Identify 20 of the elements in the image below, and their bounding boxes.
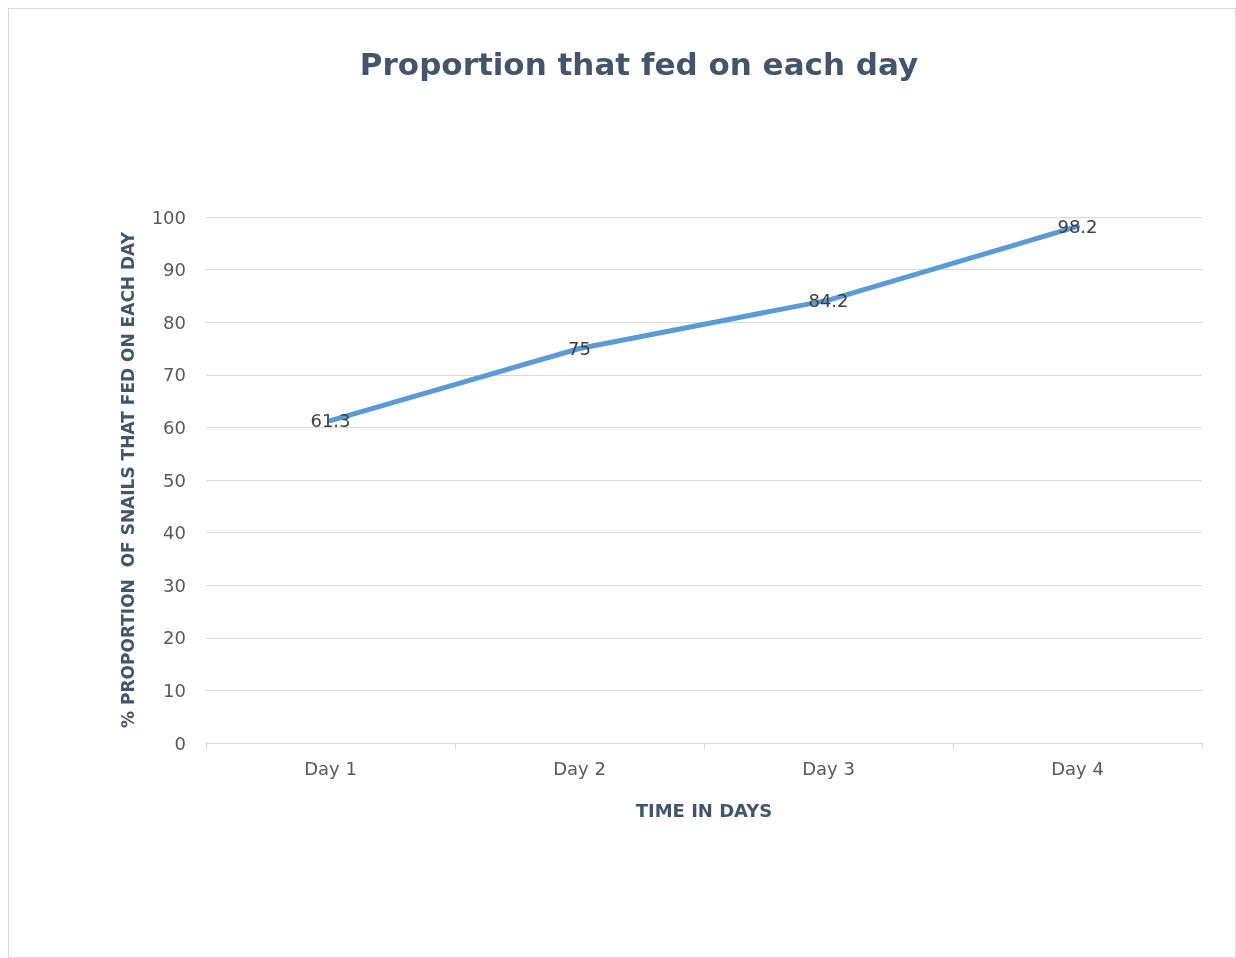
data-label: 98.2 [1057,215,1098,237]
y-tick-label: 0 [174,732,186,754]
y-tick-label: 10 [163,679,186,701]
y-tick-label: 70 [163,364,186,386]
y-tick-label: 20 [163,627,186,649]
x-tick-label: Day 4 [1051,757,1104,779]
x-tick-label: Day 1 [304,757,357,779]
data-label: 61.3 [310,410,351,432]
x-axis-title: TIME IN DAYS [635,799,773,821]
x-tick-label: Day 3 [802,757,855,779]
x-tick-label: Day 2 [553,757,606,779]
chart-title: Proportion that fed on each day [359,45,919,82]
y-tick-label: 50 [163,469,186,491]
y-tick-label: 60 [163,416,186,438]
y-tick-label: 90 [163,259,186,281]
y-tick-label: 40 [163,522,186,544]
y-tick-label: 80 [163,311,186,333]
y-tick-label: 100 [151,206,186,228]
y-axis-title: % PROPORTION OF SNAILS THAT FED ON EACH DAY [117,231,138,728]
y-tick-label: 30 [163,574,186,596]
